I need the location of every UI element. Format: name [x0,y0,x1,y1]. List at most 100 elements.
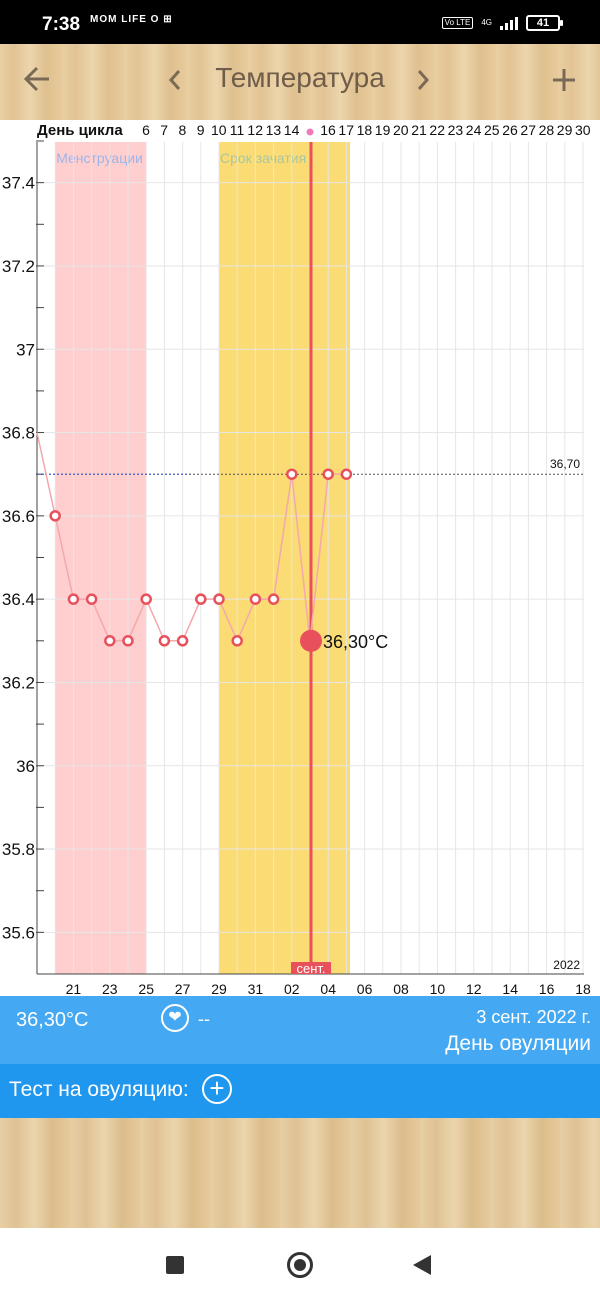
status-time: 7:38 [42,14,81,35]
month-badge [291,962,331,974]
cycle-day: 17 [338,122,354,138]
y-tick-label: 36.4 [2,590,35,609]
data-point[interactable] [67,593,80,605]
wood-background [0,1118,600,1228]
y-tick-label: 35.8 [2,840,35,859]
back-arrow-icon[interactable] [22,64,52,94]
y-tick-label: 36 [16,757,35,776]
cycle-day: 25 [484,122,500,138]
ovulation-test-label: Тест на овуляцию: [9,1078,189,1101]
home-icon[interactable] [287,1252,313,1278]
add-icon[interactable] [550,66,578,94]
today-dot-icon [306,128,314,136]
data-point[interactable] [85,593,98,605]
status-right: Vo LTE 4G 41 [441,15,563,31]
prev-period-icon[interactable] [166,68,184,92]
band-menstruation [55,142,147,974]
info-panel: 36,30°C ❤ -- 3 сент. 2022 г. День овуляц… [0,996,600,1064]
cycle-day: 18 [357,122,373,138]
network-type: 4G [481,18,492,27]
toolbar: Температура [0,44,600,120]
x-tick-label: 16 [539,981,555,996]
selected-point-label: 36,30°C [323,632,388,652]
data-point[interactable] [249,593,262,605]
cycle-day: 13 [266,122,282,138]
data-point[interactable] [286,468,298,480]
y-tick-label: 36.8 [2,424,35,443]
x-tick-label: 02 [284,981,300,996]
cycle-day: 14 [284,122,300,138]
x-tick-label: 29 [211,981,227,996]
cycle-day: 26 [502,122,518,138]
cycle-day: 29 [557,122,573,138]
cycle-day: 23 [448,122,464,138]
battery-icon: 41 [526,15,563,31]
data-point[interactable] [122,635,134,647]
x-tick-label: 06 [357,981,373,996]
cycle-day: 10 [211,122,227,138]
cycle-day: 9 [197,122,205,138]
x-tick-label: 23 [102,981,118,996]
selected-point[interactable] [300,629,322,652]
cycle-day: 27 [520,122,536,138]
page-title: Температура [215,62,385,93]
band-label: Менструации [56,150,143,166]
signal-icon [500,16,518,30]
x-tick-label: 18 [575,981,591,996]
cycle-day: 19 [375,122,391,138]
x-tick-label: 10 [430,981,446,996]
x-tick-label: 12 [466,981,482,996]
next-period-icon[interactable] [414,68,432,92]
y-tick-label: 36.2 [2,673,35,692]
x-tick-label: 31 [248,981,264,996]
data-point[interactable] [231,635,243,647]
cycle-day: 24 [466,122,482,138]
data-point[interactable] [140,593,152,605]
heart-icon[interactable]: ❤ [161,1004,189,1032]
data-point[interactable] [176,635,189,647]
x-tick-label: 14 [502,981,518,996]
cycle-day: 7 [160,122,168,138]
x-tick-label: 08 [393,981,409,996]
selected-temperature: 36,30°C [16,1009,89,1031]
data-point[interactable] [267,593,280,605]
cycle-day: 6 [142,122,150,138]
cycle-day: 28 [539,122,555,138]
band-label: Срок зачатия [220,150,306,166]
x-tick-label: 04 [320,981,336,996]
threshold-label: 36,70 [550,457,580,471]
cycle-day: 12 [247,122,263,138]
data-point[interactable] [158,635,171,647]
cycle-day: 16 [320,122,336,138]
cycle-day-label: День цикла [37,122,123,139]
status-bar: 7:38 MOM LIFE O ⊞ Vo LTE 4G 41 [0,0,600,44]
data-point[interactable] [322,468,334,480]
data-point[interactable] [213,593,225,605]
x-tick-label: 21 [66,981,82,996]
y-tick-label: 36.6 [2,507,35,526]
cycle-day: 30 [575,122,591,138]
y-tick-label: 37.4 [2,174,35,193]
temperature-chart[interactable]: Менструации Срок зачатия 37.4 37.2 37 36.8 36.… [0,120,600,997]
data-point[interactable] [195,593,207,605]
ovulation-test-bar: Тест на овуляцию: + [0,1064,600,1118]
y-tick-label: 35.6 [2,923,35,942]
cycle-day: 20 [393,122,409,138]
data-point[interactable] [49,510,61,522]
back-icon[interactable] [413,1255,431,1275]
chart-svg[interactable]: Менструации Срок зачатия 37.4 37.2 37 36.8 36.… [0,120,600,997]
day-type: День овуляции [445,1032,591,1055]
cycle-day: 8 [179,122,187,138]
data-point[interactable] [340,468,353,480]
notification-icons: MOM LIFE O ⊞ [90,14,173,25]
selected-date: 3 сент. 2022 г. [476,1007,591,1027]
cycle-day: 11 [230,122,245,138]
x-tick-label: 27 [175,981,191,996]
x-tick-label: 25 [138,981,154,996]
y-tick-label: 37.2 [2,257,35,276]
add-test-icon[interactable]: + [202,1074,232,1104]
recents-icon[interactable] [166,1256,184,1274]
volte-icon: Vo LTE [441,17,474,29]
data-point[interactable] [104,635,116,647]
year-label: 2022 [553,958,580,972]
